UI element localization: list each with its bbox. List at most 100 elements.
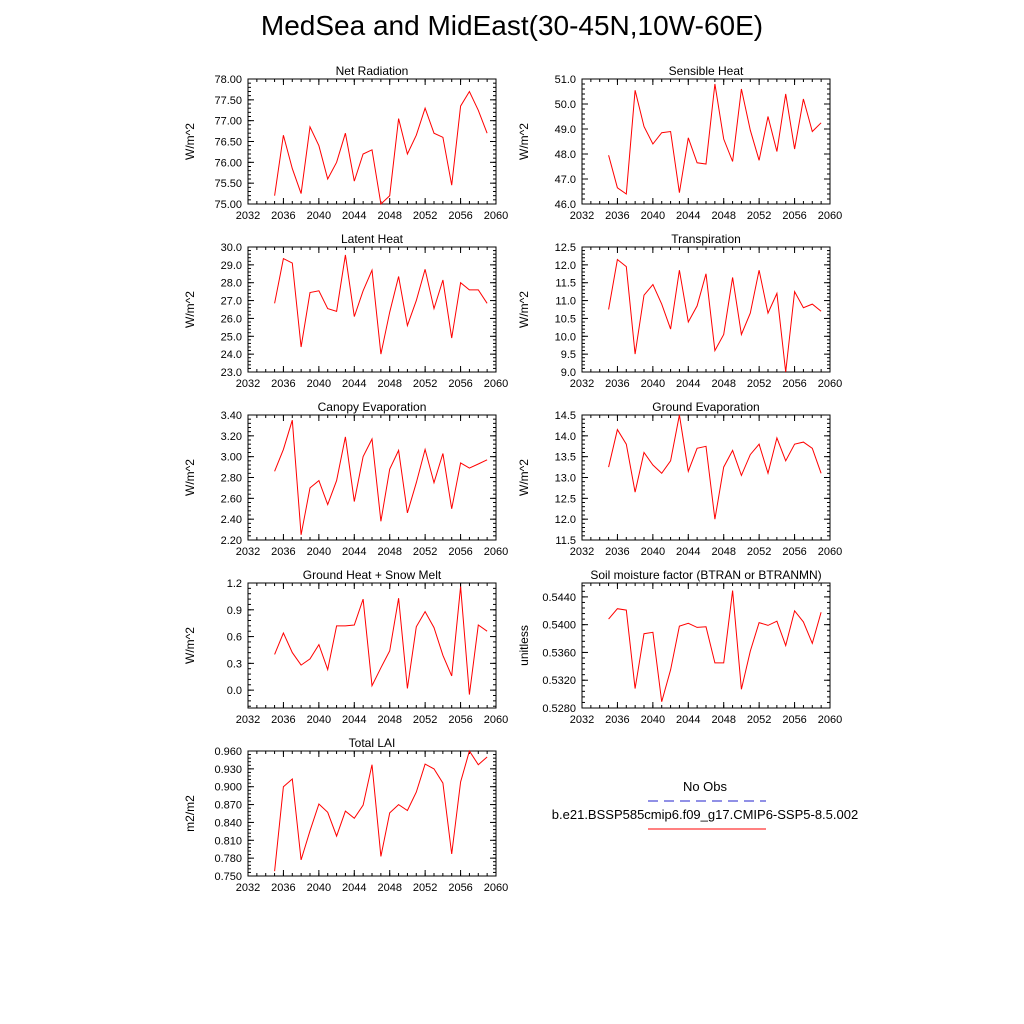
series-line [274, 749, 488, 872]
series-line [274, 90, 488, 206]
y-tick-label: 0.780 [214, 853, 242, 865]
y-tick-label: 0.5280 [542, 703, 576, 715]
y-tick-label: 0.750 [214, 871, 242, 883]
x-tick-label: 2044 [342, 882, 366, 894]
panel-title: Soil moisture factor (BTRAN or BTRANMN) [590, 568, 821, 582]
x-tick-label: 2040 [307, 546, 331, 558]
y-tick-label: 3.40 [221, 410, 242, 422]
x-tick-label: 2036 [271, 882, 295, 894]
y-tick-label: 51.0 [555, 74, 576, 86]
x-tick-label: 2052 [747, 546, 771, 558]
x-tick-label: 2032 [236, 210, 260, 222]
x-tick-label: 2052 [747, 378, 771, 390]
x-tick-label: 2040 [641, 210, 665, 222]
plot-frame [581, 78, 831, 205]
y-tick-label: 0.960 [214, 746, 242, 758]
y-tick-label: 75.00 [214, 199, 242, 211]
panel-title: Ground Heat + Snow Melt [303, 568, 442, 582]
series-line [274, 420, 488, 535]
plot-frame [581, 582, 831, 709]
x-tick-label: 2056 [448, 714, 472, 726]
y-tick-label: 11.5 [555, 535, 576, 547]
x-tick-label: 2056 [782, 378, 806, 390]
x-tick-label: 2052 [413, 546, 437, 558]
y-tick-label: 49.0 [555, 124, 576, 136]
y-tick-label: 0.5400 [542, 620, 576, 632]
plot-frame [247, 246, 497, 373]
y-axis-label: W/m^2 [517, 291, 531, 328]
y-tick-label: 77.50 [214, 95, 242, 107]
y-tick-label: 2.20 [221, 535, 242, 547]
x-tick-label: 2044 [676, 714, 700, 726]
y-tick-label: 77.00 [214, 116, 242, 128]
y-tick-label: 12.0 [555, 260, 576, 272]
y-tick-label: 0.840 [214, 817, 242, 829]
y-tick-label: 76.00 [214, 157, 242, 169]
y-tick-label: 75.50 [214, 178, 242, 190]
y-tick-label: 23.0 [221, 367, 242, 379]
y-tick-label: 2.40 [221, 514, 242, 526]
x-tick-label: 2056 [782, 546, 806, 558]
panel-title: Latent Heat [341, 232, 404, 246]
x-tick-label: 2048 [711, 378, 735, 390]
x-tick-label: 2048 [377, 378, 401, 390]
y-tick-label: 12.5 [555, 242, 576, 254]
x-tick-label: 2044 [676, 210, 700, 222]
y-axis-label: W/m^2 [183, 291, 197, 328]
y-tick-label: 3.20 [221, 431, 242, 443]
panel-2: Sensible Heat W/m^2 2032 2036 2040 2044 2048 20… [517, 64, 842, 222]
x-tick-label: 2040 [641, 546, 665, 558]
y-tick-label: 12.5 [555, 493, 576, 505]
y-axis-label: W/m^2 [183, 123, 197, 160]
y-tick-label: 29.0 [221, 260, 242, 272]
y-tick-label: 0.5320 [542, 675, 576, 687]
x-tick-label: 2056 [782, 210, 806, 222]
x-tick-label: 2032 [236, 378, 260, 390]
y-axis-label: W/m^2 [517, 123, 531, 160]
x-tick-label: 2040 [641, 714, 665, 726]
y-tick-label: 10.5 [555, 313, 576, 325]
x-tick-label: 2048 [711, 210, 735, 222]
y-tick-label: 12.0 [555, 514, 576, 526]
y-tick-label: 1.2 [227, 578, 242, 590]
y-tick-label: 50.0 [555, 99, 576, 111]
x-tick-label: 2036 [271, 210, 295, 222]
x-tick-label: 2056 [448, 882, 472, 894]
y-axis-label: W/m^2 [183, 627, 197, 664]
x-tick-label: 2036 [605, 210, 629, 222]
y-axis-label: W/m^2 [517, 459, 531, 496]
y-tick-label: 78.00 [214, 74, 242, 86]
y-tick-label: 0.900 [214, 782, 242, 794]
y-tick-label: 27.0 [221, 296, 242, 308]
panel-8: Soil moisture factor (BTRAN or BTRANMN) u… [517, 568, 842, 726]
series-line [608, 590, 822, 702]
panel-5: Canopy Evaporation W/m^2 2032 2036 2040 2044 2… [183, 400, 508, 558]
y-tick-label: 48.0 [555, 149, 576, 161]
y-tick-label: 26.0 [221, 313, 242, 325]
x-tick-label: 2036 [271, 378, 295, 390]
x-tick-label: 2032 [570, 210, 594, 222]
y-tick-label: 76.50 [214, 137, 242, 149]
x-tick-label: 2036 [271, 714, 295, 726]
x-tick-label: 2032 [570, 378, 594, 390]
x-tick-label: 2056 [448, 378, 472, 390]
x-tick-label: 2060 [818, 210, 842, 222]
x-tick-label: 2044 [342, 210, 366, 222]
y-tick-label: 13.5 [555, 452, 576, 464]
x-tick-label: 2036 [605, 546, 629, 558]
x-tick-label: 2052 [413, 714, 437, 726]
y-tick-label: 0.870 [214, 800, 242, 812]
y-tick-label: 2.60 [221, 493, 242, 505]
y-tick-label: 0.6 [227, 632, 242, 644]
x-tick-label: 2060 [818, 546, 842, 558]
y-tick-label: 9.5 [561, 349, 576, 361]
x-tick-label: 2056 [448, 210, 472, 222]
y-tick-label: 11.0 [555, 296, 576, 308]
y-tick-label: 25.0 [221, 331, 242, 343]
series-line [608, 258, 822, 373]
y-tick-label: 9.0 [561, 367, 576, 379]
x-tick-label: 2032 [570, 714, 594, 726]
x-tick-label: 2040 [307, 378, 331, 390]
series-line [274, 586, 488, 695]
